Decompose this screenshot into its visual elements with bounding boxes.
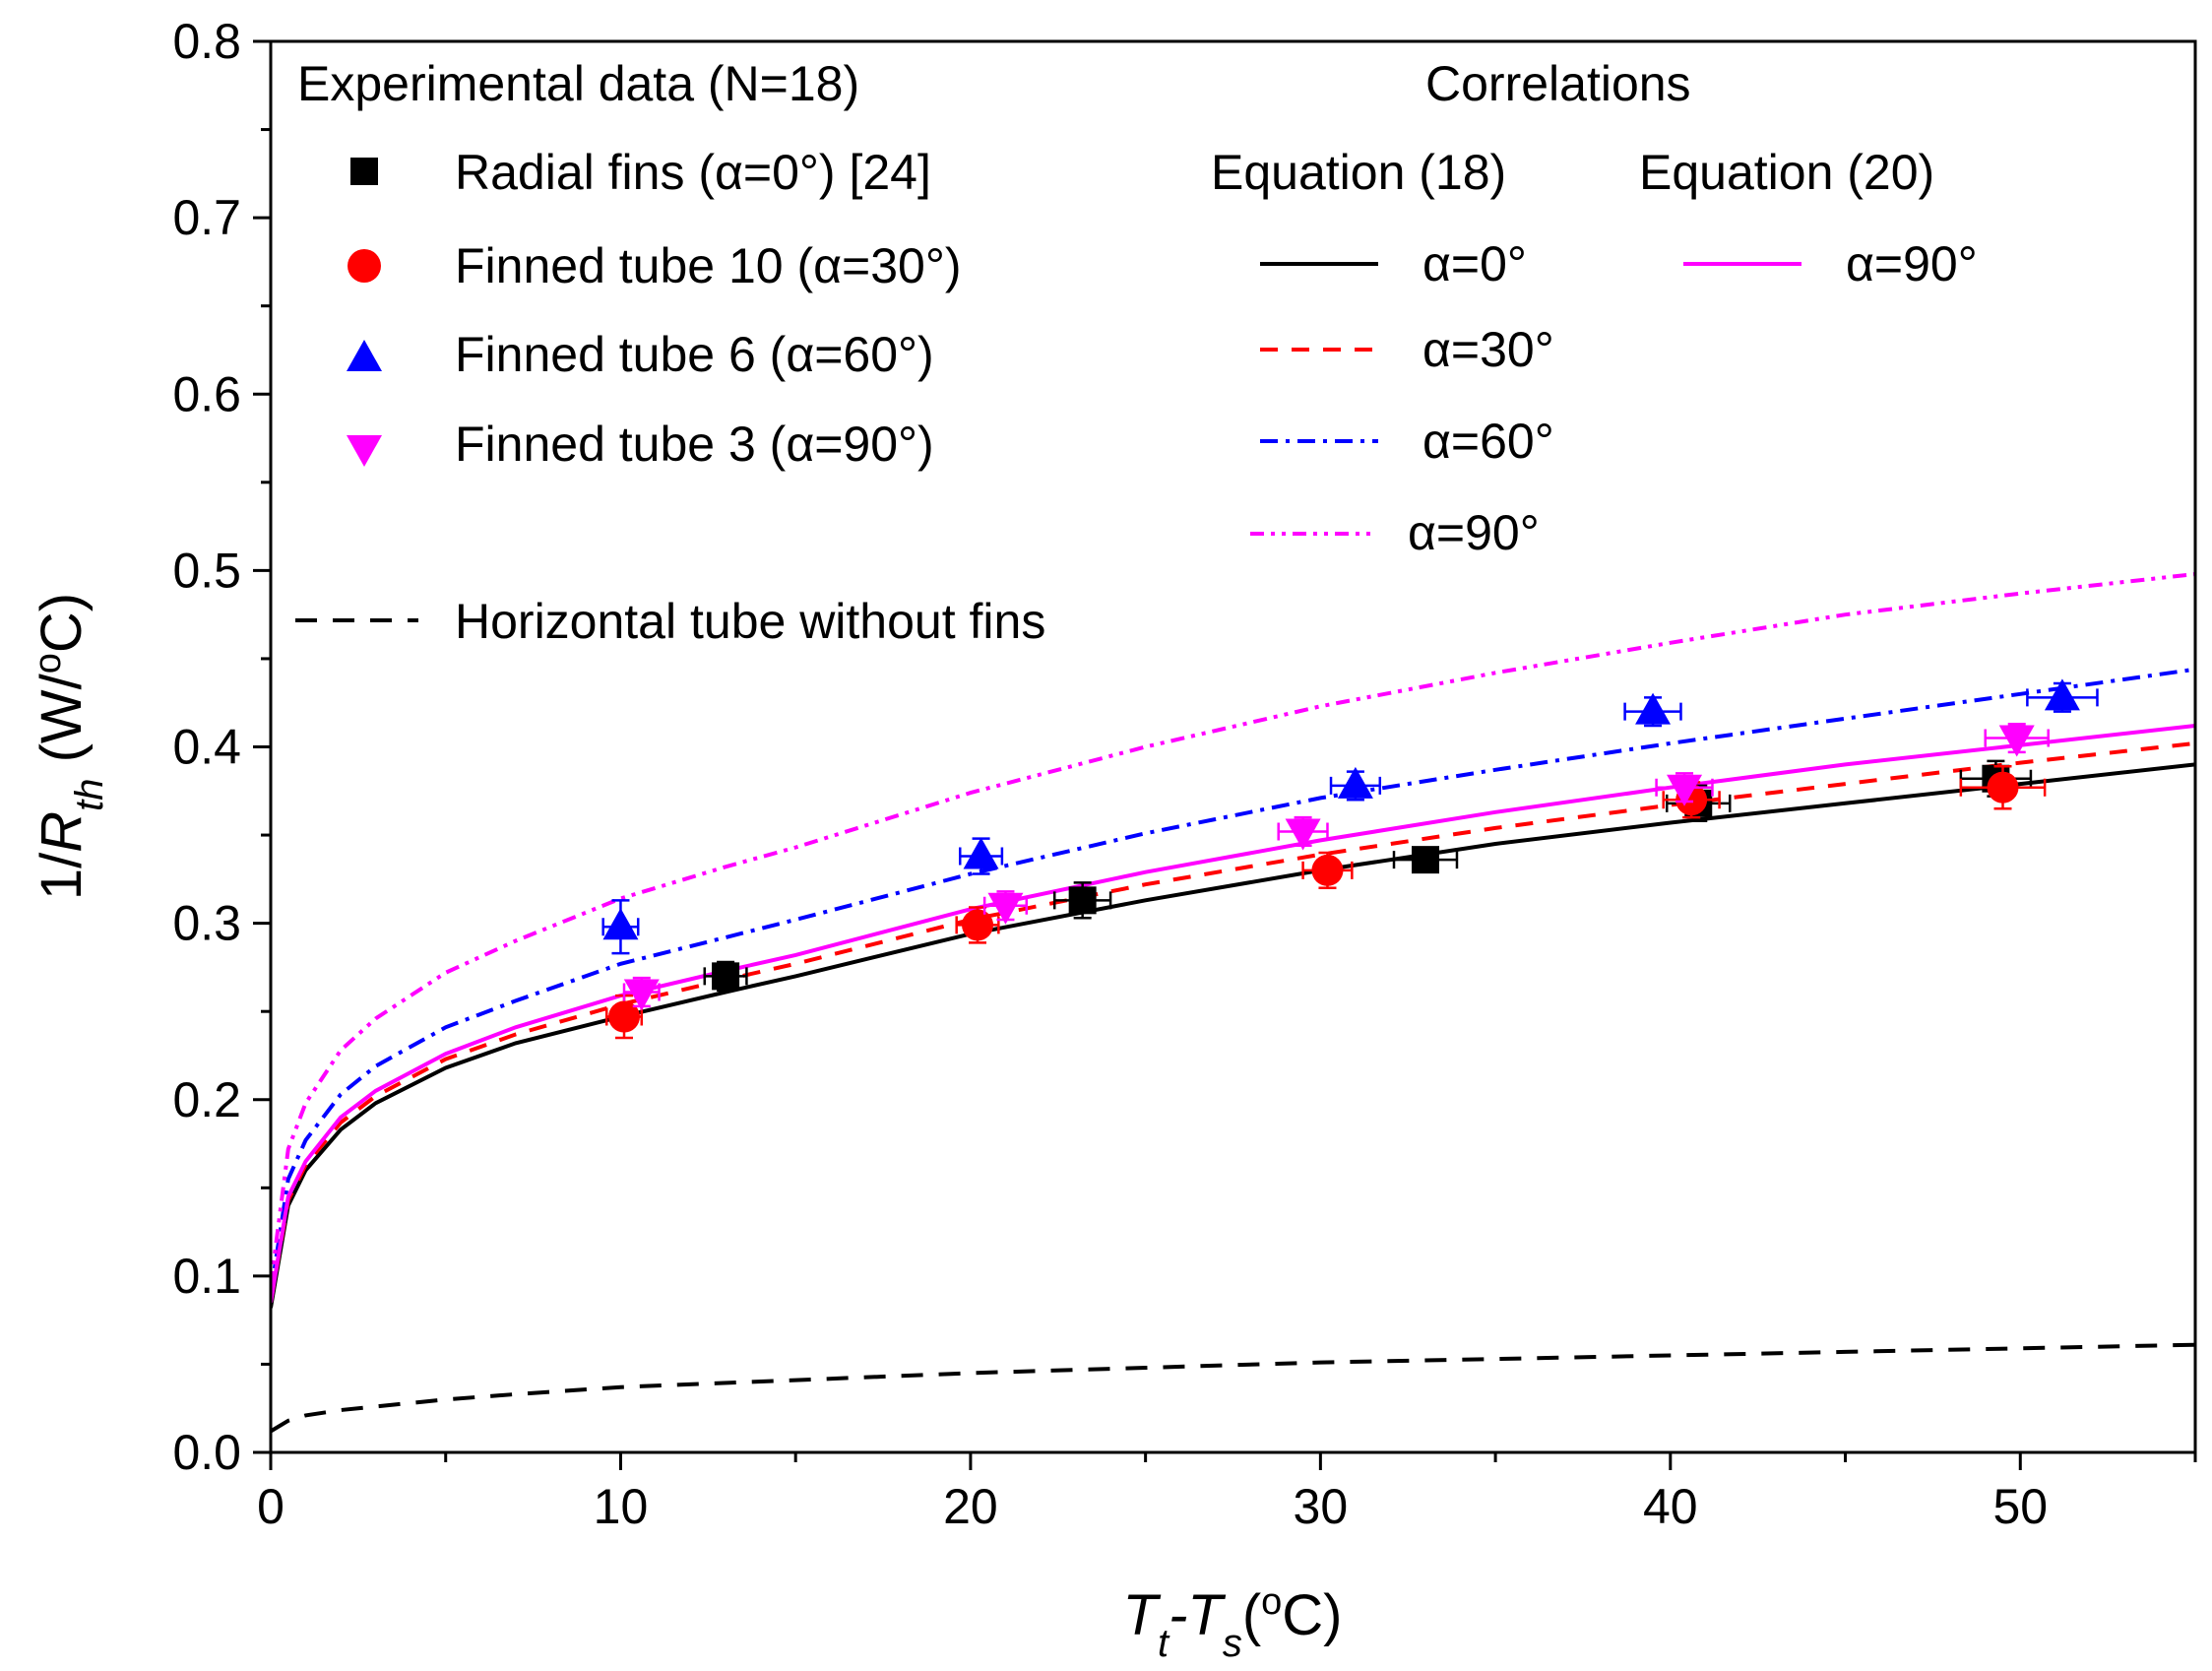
legend-eq18-heading: Equation (18) xyxy=(1211,145,1506,200)
data-point-3-3 xyxy=(1667,774,1703,806)
legend-item-eq20-90: α=90° xyxy=(1846,236,1978,291)
data-point-0-1 xyxy=(1068,886,1097,915)
y-tick-label-0: 0.0 xyxy=(172,1425,241,1480)
data-point-0-2 xyxy=(1412,846,1439,874)
data-point-3-4 xyxy=(1998,725,2035,757)
data-point-1-4 xyxy=(1987,771,2019,803)
legend-eq20-heading: Equation (20) xyxy=(1639,145,1934,200)
legend-item-horizontal: Horizontal tube without fins xyxy=(455,594,1045,649)
x-tick-label-4: 40 xyxy=(1643,1479,1698,1534)
legend-item-eq18-90: α=90° xyxy=(1408,505,1540,560)
data-point-3-0 xyxy=(623,979,660,1011)
legend-marker-square xyxy=(350,158,378,185)
legend-item-eq18-0: α=0° xyxy=(1422,236,1527,291)
x-tick-label-3: 30 xyxy=(1294,1479,1349,1534)
data-point-1-2 xyxy=(1311,854,1344,886)
data-point-0-0 xyxy=(712,962,740,991)
y-tick-label-4: 0.4 xyxy=(172,720,241,775)
data-point-2-1 xyxy=(963,837,999,869)
points-layer xyxy=(601,678,2099,1040)
legend-item-eq18-30: α=30° xyxy=(1422,322,1554,377)
y-tick-label-3: 0.3 xyxy=(172,896,241,951)
y-tick-label-1: 0.1 xyxy=(172,1249,241,1304)
y-tick-label-6: 0.6 xyxy=(172,366,241,421)
y-tick-label-5: 0.5 xyxy=(172,543,241,598)
series-line-9 xyxy=(271,1342,2195,1434)
x-axis-label: Tt-Ts(oC) xyxy=(1123,1581,1343,1665)
data-point-2-4 xyxy=(2044,678,2080,711)
data-point-1-0 xyxy=(608,1000,641,1033)
legend-experimental-heading: Experimental data (N=18) xyxy=(297,56,859,111)
data-point-2-2 xyxy=(1337,766,1373,799)
legend-marker-triangle-down xyxy=(347,435,382,467)
legend-correlations-heading: Correlations xyxy=(1425,56,1691,111)
legend-marker-triangle-up xyxy=(347,340,382,371)
series-line-8 xyxy=(271,724,2195,1304)
legend-item-radial: Radial fins (α=0°) [24] xyxy=(455,145,931,200)
legend-marker-circle xyxy=(348,249,381,283)
data-point-1-1 xyxy=(962,909,994,941)
y-tick-label-2: 0.2 xyxy=(172,1072,241,1127)
legend: Experimental data (N=18) Correlations Eq… xyxy=(295,56,1978,649)
legend-item-tube6: Finned tube 6 (α=60°) xyxy=(455,327,934,382)
y-axis-label: 1/Rth (W/oC) xyxy=(28,593,111,900)
x-tick-label-2: 20 xyxy=(943,1479,998,1534)
y-tick-label-7: 0.7 xyxy=(172,190,241,245)
y-tick-label-8: 0.8 xyxy=(172,14,241,69)
legend-item-eq18-60: α=60° xyxy=(1422,414,1554,469)
data-point-2-0 xyxy=(602,908,639,940)
data-point-3-1 xyxy=(987,892,1024,925)
x-tick-label-0: 0 xyxy=(257,1479,284,1534)
legend-item-tube10: Finned tube 10 (α=30°) xyxy=(455,238,962,293)
x-tick-label-1: 10 xyxy=(594,1479,649,1534)
axes-layer: 0 10 20 30 40 50 0.0 0.1 0.2 0.3 0.4 0.5 0.6 0.7 0.8 xyxy=(172,14,2197,1534)
legend-item-tube3: Finned tube 3 (α=90°) xyxy=(455,417,934,472)
data-point-3-2 xyxy=(1285,818,1321,851)
x-tick-label-5: 50 xyxy=(1992,1479,2048,1534)
data-point-2-3 xyxy=(1635,692,1672,725)
